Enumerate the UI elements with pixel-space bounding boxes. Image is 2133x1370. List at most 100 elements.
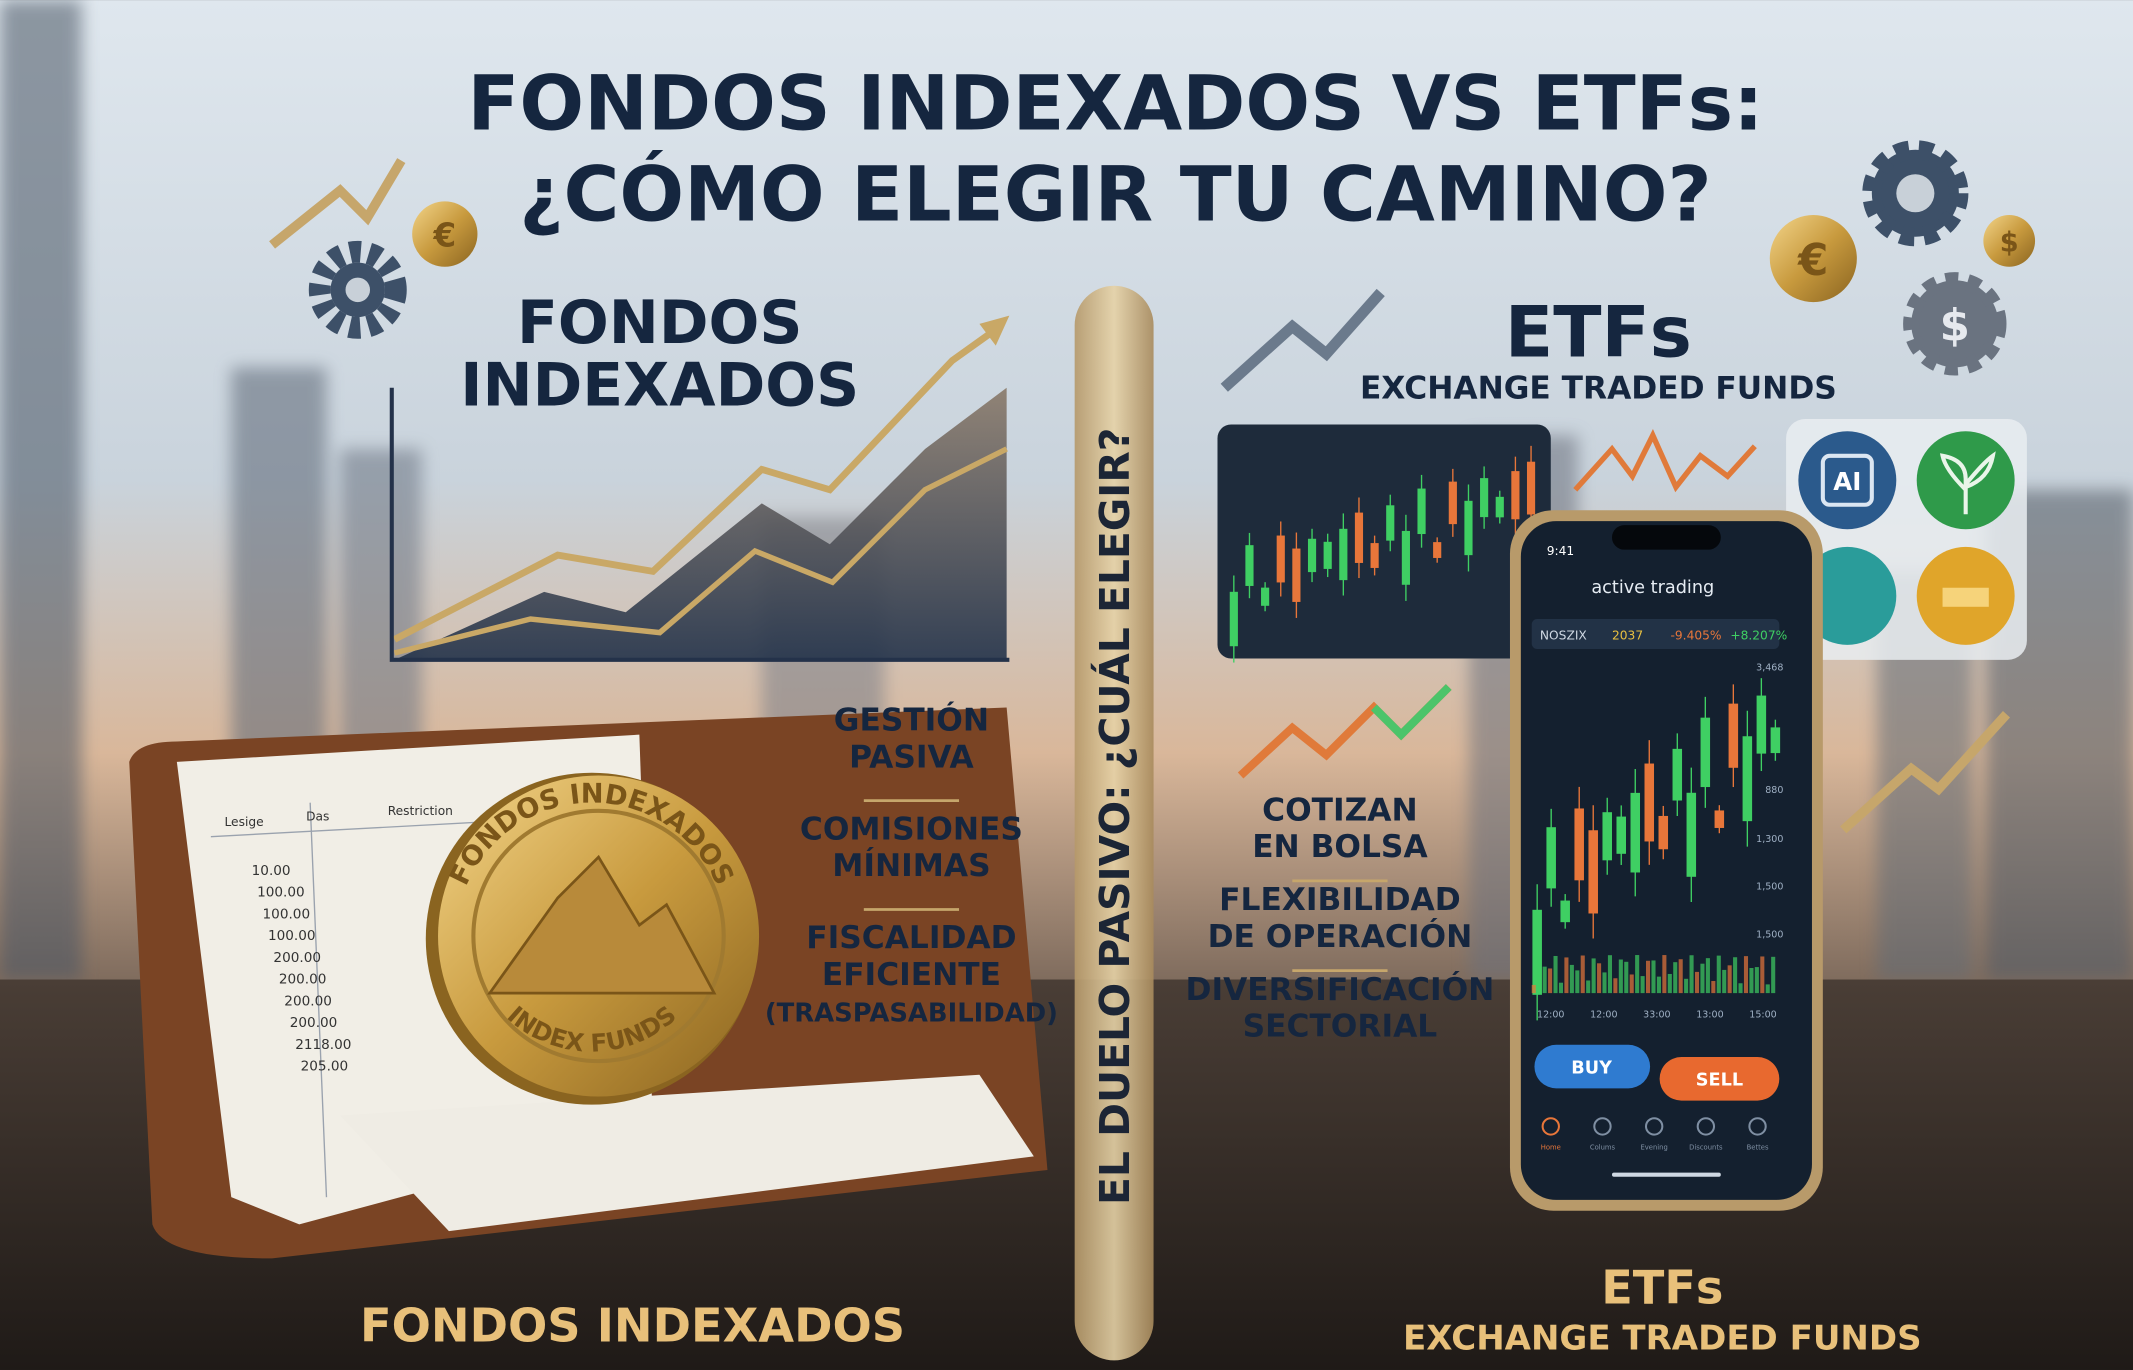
candle-body [1433, 542, 1442, 558]
candle-body [1616, 816, 1627, 854]
feature-text: FISCALIDAD [806, 920, 1016, 956]
center-banner-text: EL DUELO PASIVO: ¿CUÁL ELEGIR? [1091, 428, 1139, 1205]
nav-icon [1541, 1117, 1560, 1136]
volume-bar [1553, 955, 1558, 994]
candle-body [1714, 810, 1725, 828]
volume-bar [1716, 955, 1721, 994]
phone-time: 9:41 [1547, 544, 1574, 558]
buy-button[interactable] [1534, 1044, 1651, 1089]
gear-icon [345, 277, 371, 303]
coin-symbol: € [432, 216, 456, 254]
candle-body [1588, 830, 1598, 914]
volume-bar [1727, 965, 1732, 994]
time-label: 13:00 [1696, 1010, 1723, 1021]
left-footer: FONDOS INDEXADOS [360, 1298, 905, 1352]
candle-body [1658, 815, 1669, 850]
nav-label: Evening [1640, 1144, 1667, 1152]
feature-text: MÍNIMAS [832, 846, 990, 884]
title: ¿CÓMO ELEGIR TU CAMINO? [519, 148, 1711, 238]
sell-button[interactable] [1659, 1057, 1780, 1101]
ledger-value: 2118.00 [295, 1037, 351, 1053]
ledger-value: 200.00 [273, 950, 321, 966]
right-footer-heading: ETFs [1601, 1260, 1723, 1314]
feature-text: GESTIÓN [834, 700, 989, 739]
ticker-text: NOSZIX [1540, 628, 1587, 642]
arrow-icon [1840, 711, 2011, 834]
candle-body [1526, 461, 1536, 515]
nav-icon [1696, 1117, 1716, 1136]
ticker-text: 2037 [1612, 628, 1643, 642]
feature-text: PASIVA [849, 739, 974, 775]
ledger-value: 200.00 [290, 1015, 338, 1031]
ledger-value: 10.00 [252, 863, 291, 879]
feature-text: DIVERSIFICACIÓN [1186, 969, 1495, 1008]
ai-icon [1798, 431, 1897, 530]
nav-icon [1644, 1117, 1664, 1136]
axis-label: 1,500 [1756, 929, 1783, 940]
feature-text: EFICIENTE [822, 957, 1001, 993]
candle-body [1245, 545, 1254, 586]
candle-body [1756, 695, 1767, 754]
candle-body [1700, 717, 1711, 788]
feature-text: SECTORIAL [1243, 1009, 1438, 1045]
volume-bar [1662, 955, 1667, 994]
left-heading: FONDOS [517, 288, 803, 358]
volume-bar [1733, 957, 1738, 994]
volume-bar [1651, 960, 1656, 994]
time-label: 33:00 [1643, 1010, 1670, 1021]
candle-body [1602, 812, 1612, 861]
volume-bar [1542, 966, 1547, 994]
nav-label: Discounts [1689, 1144, 1723, 1152]
coin-symbol: $ [1940, 301, 1970, 351]
arrow-icon [269, 158, 406, 249]
trend-icon [1573, 429, 1757, 493]
candle-body [1742, 736, 1753, 822]
volume-bar [1711, 981, 1716, 994]
ledger-value: 100.00 [257, 885, 305, 901]
phone-texts: 9:41 active trading NOSZIX 2037 -9.405% +8.20… [1537, 544, 1787, 1177]
feature-text: DE OPERACIÓN [1208, 916, 1473, 955]
ticker-text: +8.207% [1730, 628, 1787, 642]
phone-notch [1611, 525, 1721, 550]
coin-icon [1983, 215, 2036, 267]
area-chart-illustration [389, 315, 1010, 662]
coin-mountain [487, 854, 717, 995]
volume-bar [1591, 958, 1596, 994]
coin-symbol: $ [2000, 228, 2019, 259]
time-label: 15:00 [1749, 1010, 1776, 1021]
ai-icon [1820, 453, 1874, 507]
right-subheading: EXCHANGE TRADED FUNDS [1360, 371, 1837, 407]
volume-bar [1678, 959, 1683, 994]
nav-icon [1748, 1117, 1767, 1136]
candlestick-illustration [1229, 445, 1536, 663]
volume-bar [1689, 955, 1694, 994]
ledger-value: 200.00 [284, 993, 332, 1009]
phone-chart [1531, 678, 1781, 1021]
volume-bar [1700, 963, 1705, 994]
volume-bar [1531, 984, 1536, 994]
candle-body [1386, 505, 1395, 541]
buy-label: BUY [1571, 1058, 1612, 1078]
volume-bar [1558, 982, 1564, 994]
coin-icon [412, 201, 478, 267]
coin-icon [1769, 215, 1857, 303]
candle-body [1770, 727, 1781, 754]
volume-bar [1673, 962, 1678, 994]
axis-label: 1,500 [1756, 882, 1783, 893]
candle-body [1323, 541, 1332, 569]
axis-label: 1,300 [1756, 834, 1783, 845]
gear-icon [1903, 272, 2007, 376]
volume-bar [1705, 958, 1710, 994]
volume-bar [1635, 955, 1640, 994]
title: FONDOS INDEXADOS VS ETFs: [467, 58, 1763, 147]
volume-bar [1667, 973, 1672, 994]
volume-bar [1646, 960, 1651, 994]
candle-body [1560, 900, 1570, 923]
arrow-icon [1220, 288, 1385, 392]
candle-body [1672, 748, 1683, 801]
axis-label: 880 [1765, 785, 1783, 796]
volume-bar [1738, 983, 1743, 994]
ledger-value: 200.00 [279, 972, 327, 988]
gold-icon [1942, 587, 1989, 607]
